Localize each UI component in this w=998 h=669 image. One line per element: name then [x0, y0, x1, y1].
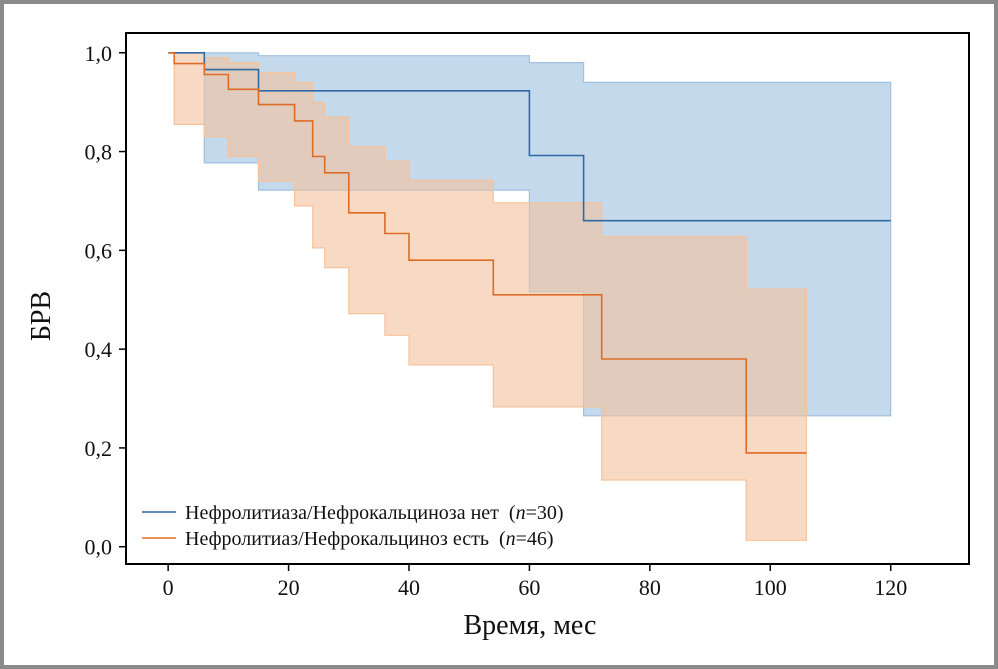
y-tick-label: 0,0	[85, 535, 113, 560]
x-axis-title: Время, мес	[464, 610, 597, 641]
legend-series-name: Нефролитиаз/Нефрокальциноз есть	[185, 528, 489, 550]
x-tick-label: 20	[278, 575, 300, 600]
x-tick-label: 60	[518, 575, 540, 600]
legend-n-value: =46)	[516, 528, 554, 550]
legend-n-prefix: (	[509, 502, 516, 524]
survival-curve-no-nephrolithiasis	[168, 51, 891, 222]
legend-n-value: =30)	[526, 502, 564, 524]
y-tick-label: 0,4	[85, 337, 113, 362]
survival-curves	[168, 51, 891, 454]
legend-series-name: Нефролитиаза/Нефрокальциноза нет	[185, 502, 499, 524]
x-tick-label: 100	[754, 575, 787, 600]
x-tick-label: 40	[398, 575, 420, 600]
ci-band-nephrolithiasis	[168, 52, 808, 541]
legend-n-label: n	[516, 502, 526, 524]
x-tick-label: 120	[874, 575, 907, 600]
legend-entry-no-nephrolithiasis: Нефролитиаза/Нефрокальциноза нет (n=30)	[185, 502, 564, 524]
legend: Нефролитиаза/Нефрокальциноза нет (n=30) …	[142, 502, 564, 550]
y-axis: 0,0 0,2 0,4 0,6 0,8 1,0	[85, 41, 126, 560]
x-tick-label: 0	[163, 575, 174, 600]
y-tick-label: 0,2	[85, 436, 113, 461]
x-tick-label: 80	[639, 575, 661, 600]
y-tick-label: 0,8	[85, 140, 113, 165]
legend-n-prefix: (	[499, 528, 506, 550]
x-axis: 0 20 40 60 80 100 120	[163, 564, 907, 600]
y-tick-label: 0,6	[85, 238, 113, 263]
survival-curve-nephrolithiasis	[168, 51, 807, 454]
legend-n-label: n	[506, 528, 516, 550]
confidence-bands	[168, 52, 892, 541]
legend-entry-nephrolithiasis: Нефролитиаз/Нефрокальциноз есть (n=46)	[185, 528, 554, 550]
y-axis-title: БРВ	[26, 291, 57, 341]
y-tick-label: 1,0	[85, 41, 113, 66]
